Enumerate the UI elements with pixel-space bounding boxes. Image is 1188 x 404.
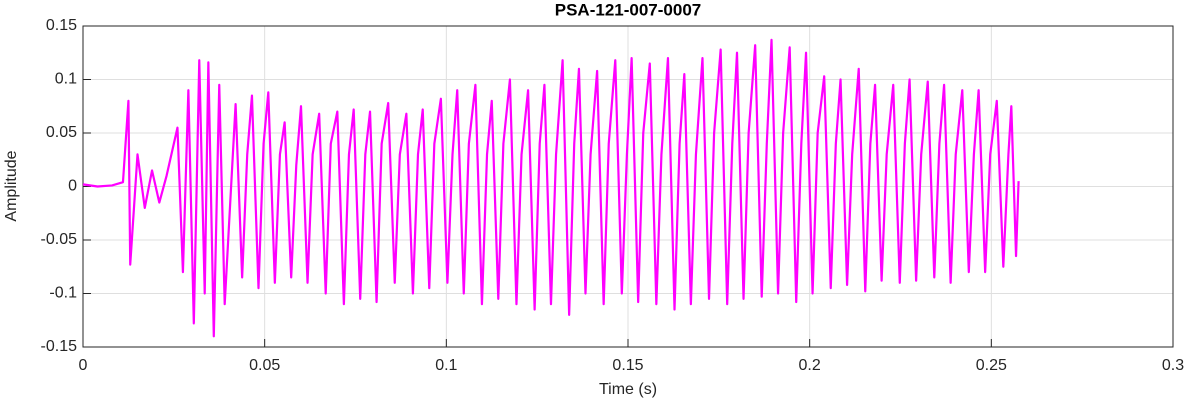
y-tick-label: 0.15	[46, 17, 77, 34]
y-axis-label: Amplitude	[3, 150, 20, 221]
x-tick-label: 0.3	[1162, 357, 1184, 374]
x-tick-label: 0.1	[435, 357, 457, 374]
y-tick-label: 0.05	[46, 124, 77, 141]
x-tick-label: 0.25	[976, 357, 1007, 374]
y-tick-label: 0	[68, 178, 77, 195]
x-tick-label: 0.2	[799, 357, 821, 374]
waveform	[82, 38, 1020, 338]
y-tick-label: -0.1	[49, 285, 77, 302]
y-tick-label: -0.15	[41, 338, 78, 355]
chart-title: PSA-121-007-0007	[555, 0, 701, 19]
x-tick-label: 0	[79, 357, 88, 374]
x-axis-label: Time (s)	[599, 381, 657, 398]
y-tick-label: -0.05	[41, 231, 78, 248]
x-tick-label: 0.15	[612, 357, 643, 374]
x-tick-label: 0.05	[249, 357, 280, 374]
axes-box	[82, 25, 1174, 348]
y-tick-label: 0.1	[55, 71, 77, 88]
